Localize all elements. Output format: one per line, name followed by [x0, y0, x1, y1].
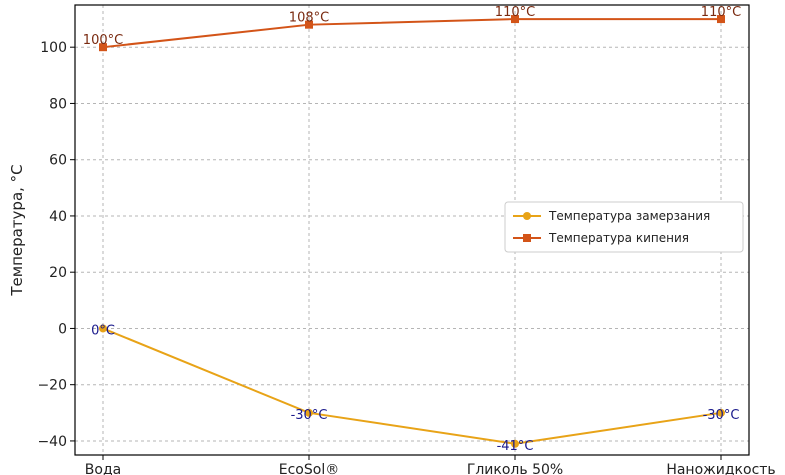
- data-point: [305, 20, 313, 29]
- y-axis-title: Температура, °C: [8, 164, 26, 296]
- data-label: 110°C: [701, 5, 741, 20]
- legend-marker: [523, 234, 531, 242]
- data-label: 100°C: [83, 33, 123, 48]
- data-point: [305, 408, 313, 417]
- data-labels: 0°C -30°C -41°C -30°C 100°C 108°C 110°C 110°C: [83, 5, 741, 454]
- legend-label: Температура кипения: [548, 231, 689, 245]
- data-label: 108°C: [289, 11, 329, 26]
- y-tick-label: −40: [37, 434, 67, 450]
- legend-label: Температура замерзания: [548, 209, 710, 223]
- data-point: [99, 43, 107, 52]
- data-point: [511, 15, 519, 24]
- data-point: [511, 439, 519, 448]
- x-tick-label: Гликоль 50%: [467, 462, 563, 475]
- data-label: 0°C: [91, 323, 115, 338]
- data-label: -30°C: [703, 408, 740, 423]
- series: [99, 15, 725, 448]
- data-point: [717, 408, 725, 417]
- plot-frame: [74, 4, 750, 456]
- y-tick-label: 0: [58, 321, 67, 337]
- legend: Температура замерзания Температура кипени…: [504, 201, 744, 253]
- data-point: [717, 15, 725, 24]
- y-tick-label: 100: [40, 40, 67, 56]
- data-label: -41°C: [497, 439, 534, 454]
- y-tick-label: 80: [49, 96, 67, 112]
- series-line: [102, 18, 721, 49]
- legend-box: [504, 201, 744, 253]
- axes: 100 80 60 40 20 0 −20 −40 Вода EcoSol® Гликоль 50%…: [8, 4, 776, 475]
- data-label: 110°C: [495, 5, 535, 20]
- y-tick-label: −20: [37, 378, 67, 394]
- y-tick-label: 60: [49, 153, 67, 169]
- data-label: -30°C: [291, 408, 328, 423]
- y-tick-label: 20: [49, 265, 67, 281]
- series-line: [102, 327, 722, 445]
- x-tick-label: Наножидкость: [666, 462, 775, 475]
- y-tick-label: 40: [49, 209, 67, 225]
- x-tick-label: Вода: [85, 462, 121, 475]
- data-point: [99, 324, 107, 333]
- legend-marker: [523, 212, 531, 220]
- x-tick-label: EcoSol®: [279, 462, 339, 475]
